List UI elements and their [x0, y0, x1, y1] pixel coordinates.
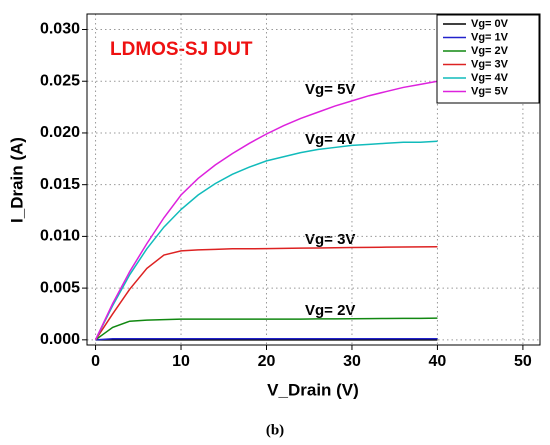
y-tick-label: 0.010: [40, 228, 80, 245]
legend-box: [436, 14, 540, 104]
y-tick-label: 0.030: [40, 21, 80, 38]
y-axis-label: I_Drain (A): [7, 137, 26, 223]
annotation: Vg= 5V: [305, 81, 355, 98]
series-line: [94, 140, 438, 341]
y-tick-label: 0.000: [40, 331, 80, 348]
annotation: LDMOS-SJ DUT: [110, 39, 253, 60]
series-line: [94, 80, 438, 341]
x-tick-label: 30: [343, 353, 361, 370]
legend-label: Vg= 4V: [471, 72, 509, 84]
series-line: [95, 317, 438, 341]
annotation: Vg= 2V: [305, 302, 355, 319]
plot-frame: [86, 13, 541, 346]
series-line: [94, 245, 438, 341]
y-tick-label: 0.015: [40, 176, 80, 193]
legend-label: Vg= 3V: [471, 58, 509, 70]
legend-label: Vg= 0V: [471, 18, 509, 30]
caption: (b): [266, 422, 284, 438]
legend-label: Vg= 1V: [471, 31, 509, 43]
annotation: Vg= 4V: [305, 131, 355, 148]
x-tick-label: 10: [172, 353, 190, 370]
x-tick-label: 20: [258, 353, 276, 370]
x-tick-label: 0: [91, 353, 100, 370]
series-line: [95, 338, 438, 341]
y-tick-label: 0.025: [40, 72, 80, 89]
x-tick-label: 40: [429, 353, 447, 370]
y-tick-label: 0.020: [40, 124, 80, 141]
legend-label: Vg= 2V: [471, 45, 509, 57]
x-tick-label: 50: [514, 353, 532, 370]
x-axis-label: V_Drain (V): [267, 380, 359, 399]
annotation: Vg= 3V: [305, 231, 355, 248]
legend-label: Vg= 5V: [471, 85, 509, 97]
y-tick-label: 0.005: [40, 279, 80, 296]
